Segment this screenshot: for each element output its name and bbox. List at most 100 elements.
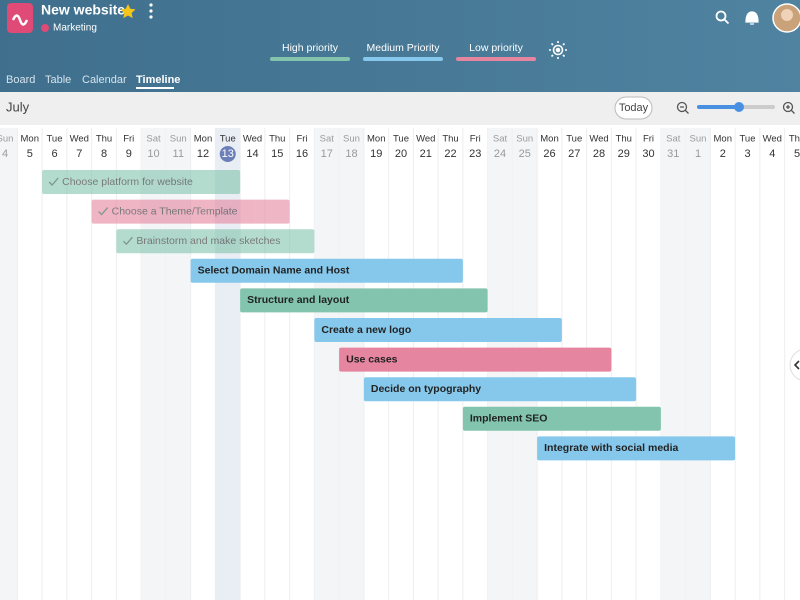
tab[interactable]: Timeline [136,74,180,86]
task-name[interactable]: Structure and layout [247,294,350,306]
date-label: 7 [76,148,82,160]
task[interactable]: Structure and layout [240,288,488,313]
task-name[interactable]: Choose platform for website [62,176,193,188]
date-label: 8 [101,148,107,160]
task[interactable]: Implement SEO [462,406,661,431]
task-bar[interactable] [537,436,736,461]
date-label: 24 [494,148,506,160]
date-label: 3 [744,148,750,160]
weekend-column [660,128,686,600]
active-tab-underline [136,87,174,89]
zoom-in[interactable] [782,101,795,114]
logo-glyph [11,14,29,26]
task-name[interactable]: Integrate with social media [544,442,678,454]
weekday-label: Tue [739,134,755,145]
task[interactable]: Brainstorm and make sketches [116,229,315,254]
weekday-label: Mon [540,134,558,145]
task-bar[interactable] [462,406,661,431]
zoom-out[interactable] [676,101,689,114]
weekday-label: Mon [367,134,385,145]
weekend-column [165,128,191,600]
favorite-star[interactable] [120,4,136,19]
today-button[interactable] [614,96,653,120]
search-icon[interactable] [715,10,730,25]
weekday-label: Sun [690,134,707,145]
scroll-arrow [793,360,800,370]
task-name[interactable]: Choose a Theme/Template [112,205,238,217]
legend-label[interactable]: Low priority [469,42,523,54]
weekday-label: Wed [416,134,435,145]
date-label: 27 [568,148,580,160]
weekday-label: Sat [666,134,681,145]
weekday-label: Sun [516,134,533,145]
notifications-icon[interactable] [745,11,759,25]
more-menu[interactable] [149,3,153,19]
date-label: 15 [271,148,283,160]
weekend-column [141,128,166,600]
date-label: 18 [345,148,357,160]
priority-legend: High priority Medium Priority Low priority [270,42,536,61]
task-bar[interactable] [363,377,637,402]
tab[interactable]: Board [6,74,35,86]
workspace-name[interactable]: Marketing [53,23,97,34]
task[interactable]: Select Domain Name and Host [190,258,463,283]
header-bg [0,0,800,92]
task-name[interactable]: Implement SEO [470,413,548,425]
task[interactable]: Choose a Theme/Template [91,199,290,224]
task-bar[interactable] [314,318,562,342]
tab[interactable]: Table [45,74,71,86]
weekday-label: Mon [194,134,212,145]
task[interactable]: Choose platform for website [42,170,241,194]
weekend-column [314,128,340,600]
legend-label[interactable]: High priority [282,42,339,54]
weekday-label: Sun [170,134,187,145]
date-label: 21 [420,148,432,160]
legend-label[interactable]: Medium Priority [367,42,441,54]
date-label: 16 [296,148,308,160]
task-bar[interactable] [190,258,463,283]
workspace-dot [41,24,49,32]
task-name[interactable]: Create a new logo [321,324,411,336]
task-bar[interactable] [91,199,290,224]
date-label: 25 [519,148,531,160]
weekday-label: Fri [643,134,654,145]
date-label: 13 [222,148,234,160]
task-name[interactable]: Select Domain Name and Host [198,265,350,277]
weekday-label: Wed [70,134,89,145]
tab[interactable]: Calendar [82,74,127,86]
weekday-label: Fri [123,134,134,145]
date-label: 12 [197,148,209,160]
task-bar[interactable] [240,288,488,313]
task[interactable]: Decide on typography [363,377,637,402]
task-name[interactable]: Brainstorm and make sketches [136,235,280,247]
task[interactable]: Integrate with social media [537,436,736,461]
weekday-label: Sat [320,134,335,145]
date-label: 29 [618,148,630,160]
date-label: 14 [246,148,258,160]
task-bar[interactable] [339,347,612,372]
task-bar[interactable] [116,229,315,254]
legend-swatch [456,57,536,61]
task[interactable]: Use cases [339,347,612,372]
weekday-label: Sun [343,134,360,145]
zoom-handle[interactable] [734,102,744,112]
today-button-label[interactable]: Today [619,102,649,114]
date-label: 4 [2,148,8,160]
task-name[interactable]: Use cases [346,353,398,365]
task[interactable]: Create a new logo [314,318,562,342]
task-name[interactable]: Decide on typography [371,383,481,395]
board-title: New website [41,2,125,18]
today-marker [219,146,236,162]
date-label: 10 [147,148,159,160]
date-label: 30 [642,148,654,160]
avatar-face [781,9,793,21]
weekday-label: Tue [393,134,409,145]
done-check [122,236,133,246]
date-label: 1 [695,148,701,160]
weekday-label: Sun [0,134,13,145]
weekday-label: Thu [96,134,112,145]
settings-icon[interactable] [549,41,567,59]
task-bar[interactable] [42,170,241,194]
weekday-label: Wed [243,134,262,145]
